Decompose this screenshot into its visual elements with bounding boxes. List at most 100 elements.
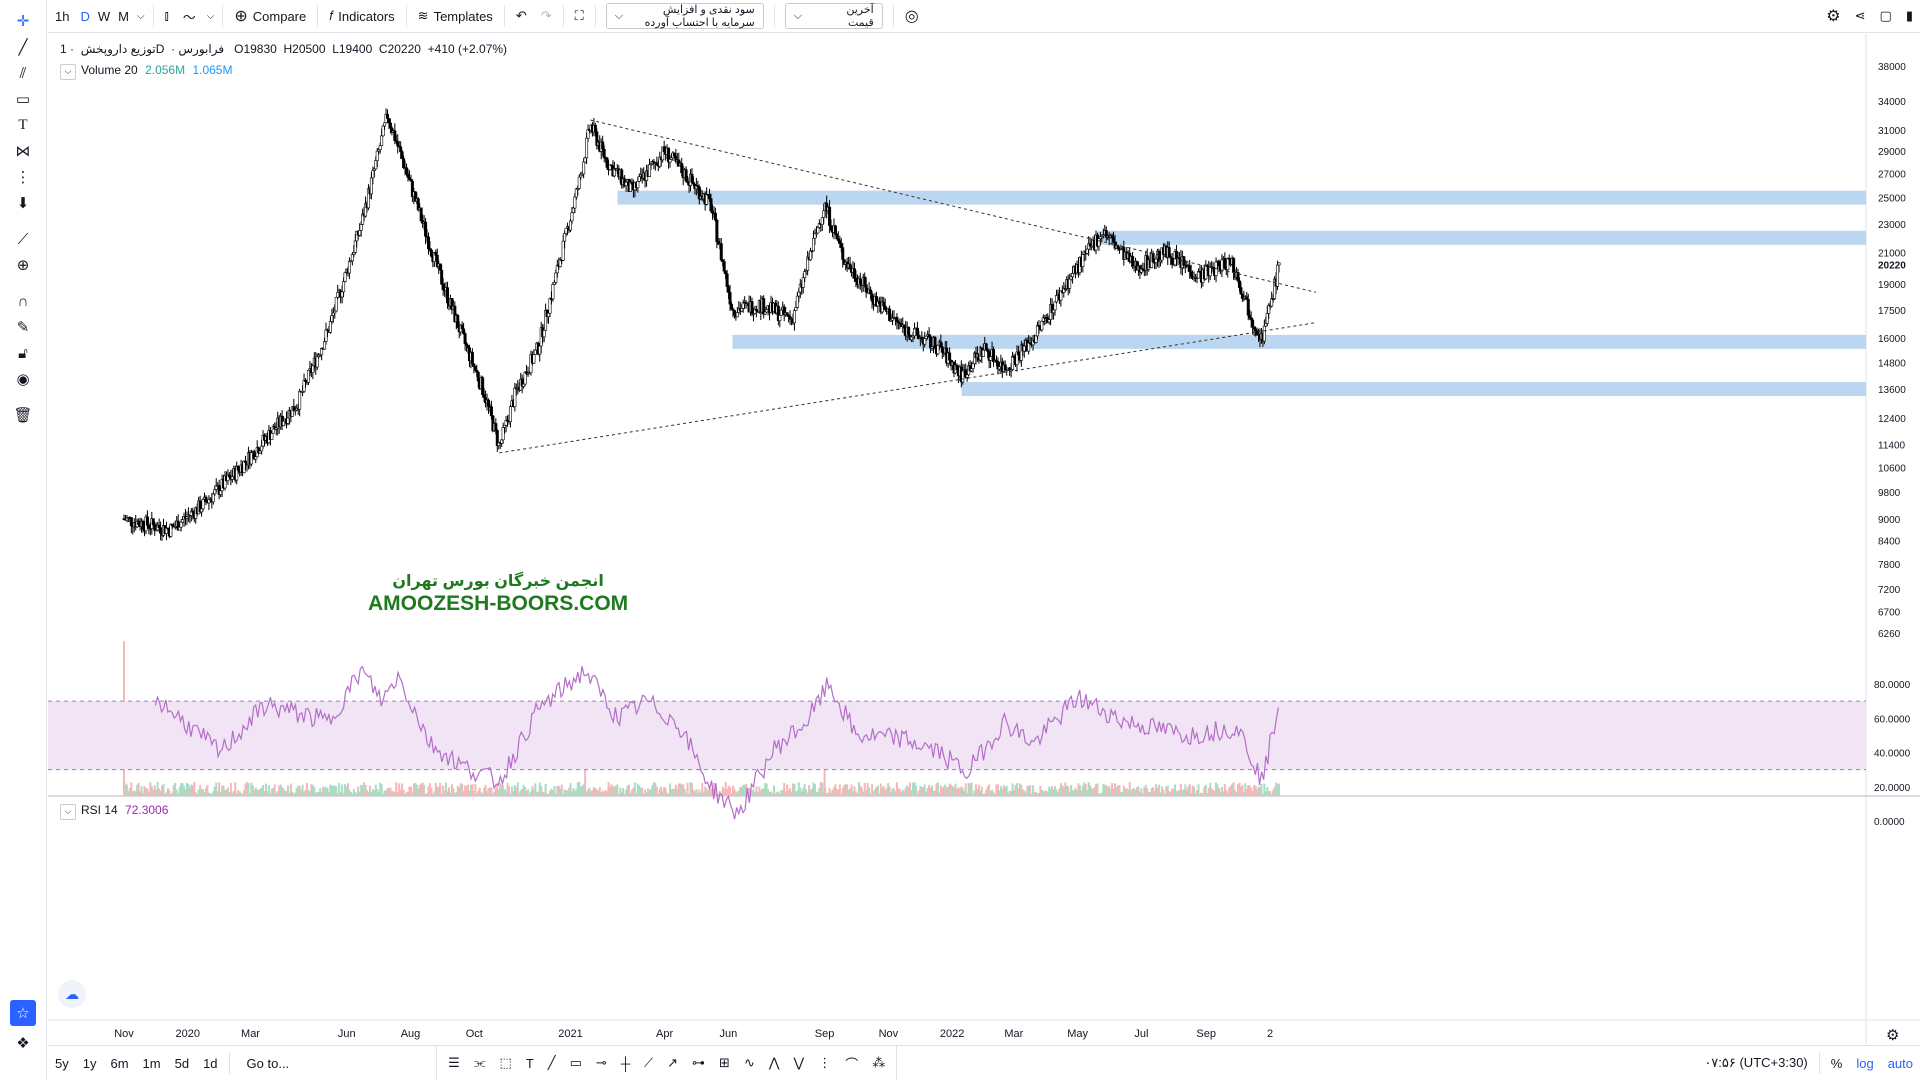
curve-icon[interactable]: ⌒ <box>845 1056 859 1072</box>
pattern-icon[interactable]: ⋈ <box>15 143 31 160</box>
log-scale-button[interactable]: log <box>1856 1055 1874 1071</box>
range-1y-button[interactable]: 1y <box>82 1055 97 1071</box>
volume-bar <box>600 792 603 796</box>
volume-bar <box>1176 791 1179 796</box>
price-chart[interactable]: 3800034000310002900027000250002300021000… <box>48 34 1920 1044</box>
candle-body <box>270 432 274 440</box>
volume-collapse-chevron-icon[interactable]: ⌵ <box>60 64 76 80</box>
percent-scale-button[interactable]: % <box>1830 1055 1843 1071</box>
volume-bar <box>275 792 278 796</box>
volume-bar <box>1125 788 1128 796</box>
eye-icon[interactable]: ◉ <box>16 371 30 388</box>
interval-m[interactable]: M <box>118 8 129 24</box>
layers-icon[interactable]: ❖ <box>16 1035 30 1052</box>
indicators-icon: 𝑓 <box>329 8 334 23</box>
parallel-channel-icon[interactable]: ☰ <box>448 1055 460 1070</box>
adjustment-dropdown[interactable]: ⌵ سود نقدی و افزایش سرمایه با احتساب آورد… <box>605 3 764 29</box>
rsi-collapse-chevron-icon[interactable]: ⌵ <box>60 804 76 820</box>
candle-body <box>242 460 246 473</box>
brush-icon[interactable]: ⟋ <box>644 1055 654 1070</box>
time-zone-display[interactable]: ۰۷:۵۶ (UTC+3:30) <box>1704 1055 1808 1070</box>
style-chevron-down-icon[interactable]: ⌵ <box>206 10 215 22</box>
range-5y-button[interactable]: 5y <box>55 1055 69 1071</box>
trash-icon[interactable]: 🗑︎ <box>13 407 33 424</box>
indicators-button[interactable]: 𝑓 Indicators <box>322 0 401 33</box>
projection-icon[interactable]: ⋮ <box>818 1055 832 1070</box>
templates-button[interactable]: ≋ Templates <box>411 0 500 33</box>
line-tool-icon[interactable]: ╱ <box>547 1055 556 1070</box>
range-1d-button[interactable]: 1d <box>203 1055 218 1071</box>
volume-bar <box>360 784 363 796</box>
tradingview-logo-icon[interactable]: ☁︎ <box>58 980 86 1008</box>
auto-scale-button[interactable]: auto <box>1887 1055 1913 1071</box>
volume-bar <box>632 787 635 796</box>
share-icon[interactable]: ⋖ <box>1854 8 1866 23</box>
volume-bar <box>1026 785 1029 796</box>
compare-button[interactable]: ⊕ Compare <box>227 0 313 33</box>
interval-w[interactable]: W <box>97 8 111 24</box>
candle-body <box>1276 264 1280 287</box>
delete-icon[interactable]: ▮ <box>1905 8 1913 23</box>
candle-body <box>778 314 782 321</box>
redo-icon[interactable]: ↷ <box>540 8 552 23</box>
wave-icon[interactable]: ∿ <box>743 1055 755 1070</box>
range-1m-button[interactable]: 1m <box>142 1055 161 1071</box>
anchor-icon[interactable]: ⁂ <box>872 1055 886 1070</box>
zoom-icon[interactable]: ⊕ <box>16 257 30 274</box>
chart-settings-gear-icon[interactable]: ⚙ <box>1886 1027 1900 1044</box>
volume-bar <box>556 785 559 796</box>
volume-bar <box>961 787 964 796</box>
fib-icon[interactable]: ⫽ <box>19 64 27 82</box>
volume-bar <box>781 789 784 796</box>
ruler-icon[interactable]: ⟋ <box>17 230 29 248</box>
crosshair-icon[interactable]: ✛ <box>16 13 30 30</box>
interval-chevron-down-icon[interactable]: ⌵ <box>136 10 145 22</box>
range-6m-button[interactable]: 6m <box>110 1055 129 1071</box>
candle-body <box>750 301 754 315</box>
lock-drawing-icon[interactable]: ✎ <box>16 319 30 336</box>
volume-bar <box>471 784 474 796</box>
settings-gear-icon[interactable]: ⚙ <box>1826 8 1841 25</box>
candles-style-icon[interactable]: ⫾ <box>164 8 169 23</box>
prediction-icon[interactable]: ⋮ <box>15 169 31 186</box>
favorites-star-icon[interactable]: ☆ <box>10 1000 36 1026</box>
range-5d-button[interactable]: 5d <box>174 1055 190 1071</box>
trend-line-icon[interactable]: ╱ <box>18 39 28 56</box>
volume-bar <box>588 787 591 796</box>
volume-bar <box>147 792 150 796</box>
price-source-dropdown[interactable]: ⌵ آخرین قیمت <box>784 3 883 29</box>
abcd-icon[interactable]: ⋀ <box>768 1055 780 1070</box>
callout-icon[interactable]: ▭ <box>569 1055 582 1070</box>
horizontal-ray-icon[interactable]: ⊶ <box>692 1055 706 1070</box>
cross-line-icon[interactable]: ┼ <box>620 1055 631 1071</box>
line-style-icon[interactable]: 〜 <box>182 9 196 25</box>
lock-icon[interactable]: 🔓︎ <box>18 344 28 362</box>
symbol-interval: 1D <box>60 42 165 56</box>
fullscreen-icon[interactable]: ⛶ <box>574 8 584 23</box>
rectangle-icon[interactable]: ▭ <box>15 91 31 108</box>
snapshot-icon[interactable]: ▢ <box>1879 8 1892 23</box>
elliott-icon[interactable]: ⋁ <box>793 1055 805 1070</box>
eye-toggle-icon[interactable]: ◎ <box>904 8 919 25</box>
candle-body <box>573 196 577 209</box>
ray-icon[interactable]: ⊸ <box>595 1055 607 1070</box>
box-icon[interactable]: ⬚ <box>499 1055 512 1070</box>
goto-date-button[interactable]: Go to... <box>246 1055 290 1071</box>
interval-d[interactable]: D <box>80 8 90 24</box>
arrow-tool-icon[interactable]: ↗ <box>667 1055 679 1070</box>
volume-bar <box>1226 792 1229 796</box>
candle-body <box>1239 287 1243 295</box>
interval-1h[interactable]: 1h <box>55 8 70 24</box>
volume-bar <box>865 790 868 796</box>
arrow-down-icon[interactable]: ⬇ <box>16 195 30 212</box>
text-icon[interactable]: T <box>18 116 28 133</box>
pitchfork-icon[interactable]: ⫘ <box>473 1055 486 1070</box>
volume-bar <box>1191 785 1194 796</box>
measure-icon[interactable]: ⊞ <box>719 1055 730 1070</box>
symbol-name[interactable]: توزیع داروپخش <box>80 42 156 56</box>
magnet-icon[interactable]: ∩ <box>17 292 29 310</box>
text-tool-icon[interactable]: T <box>525 1055 534 1071</box>
volume-bar <box>453 793 456 796</box>
undo-icon[interactable]: ↶ <box>515 8 527 23</box>
volume-bar <box>462 791 465 796</box>
